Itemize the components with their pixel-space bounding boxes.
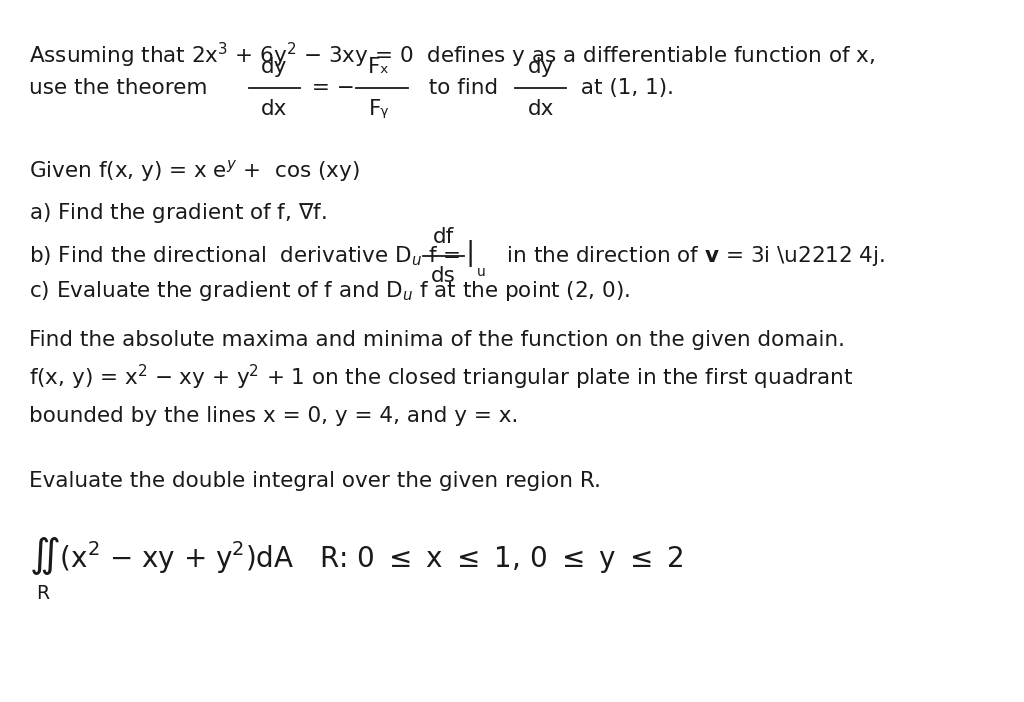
Text: dy: dy bbox=[527, 57, 554, 77]
Text: u: u bbox=[477, 265, 486, 279]
Text: bounded by the lines x = 0, y = 4, and y = x.: bounded by the lines x = 0, y = 4, and y… bbox=[29, 406, 518, 425]
Text: R: R bbox=[36, 583, 49, 603]
Text: $\iint$(x$^2$ $-$ xy + y$^2$)dA   R: 0 $\leq$ x $\leq$ 1, 0 $\leq$ y $\leq$ 2: $\iint$(x$^2$ $-$ xy + y$^2$)dA R: 0 $\l… bbox=[29, 535, 683, 577]
Text: use the theorem: use the theorem bbox=[29, 78, 207, 98]
Text: = −: = − bbox=[305, 78, 355, 98]
Text: f(x, y) = x$^2$ $-$ xy + y$^2$ + 1 on the closed triangular plate in the first q: f(x, y) = x$^2$ $-$ xy + y$^2$ + 1 on th… bbox=[29, 363, 853, 392]
Text: df: df bbox=[433, 227, 454, 246]
Text: Fₓ: Fₓ bbox=[368, 57, 390, 77]
Text: dy: dy bbox=[261, 57, 288, 77]
Text: Find the absolute maxima and minima of the function on the given domain.: Find the absolute maxima and minima of t… bbox=[29, 330, 845, 350]
Text: dx: dx bbox=[527, 99, 554, 119]
Text: Given f(x, y) = x e$^y$ +  cos (xy): Given f(x, y) = x e$^y$ + cos (xy) bbox=[29, 157, 359, 184]
Text: dx: dx bbox=[261, 99, 288, 119]
Text: c) Evaluate the gradient of f and D$_u$ f at the point (2, 0).: c) Evaluate the gradient of f and D$_u$ … bbox=[29, 279, 630, 303]
Text: a) Find the gradient of f, $\nabla$f.: a) Find the gradient of f, $\nabla$f. bbox=[29, 201, 327, 225]
Text: Evaluate the double integral over the given region R.: Evaluate the double integral over the gi… bbox=[29, 471, 601, 491]
Text: at (1, 1).: at (1, 1). bbox=[574, 78, 675, 98]
Text: |: | bbox=[466, 240, 475, 267]
Text: Assuming that 2x$^3$ + 6y$^2$ $-$ 3xy = 0  defines y as a differentiable functio: Assuming that 2x$^3$ + 6y$^2$ $-$ 3xy = … bbox=[29, 41, 874, 70]
Text: to find: to find bbox=[415, 78, 498, 98]
Text: in the direction of $\mathbf{v}$ = 3i \u2212 4j.: in the direction of $\mathbf{v}$ = 3i \u… bbox=[493, 244, 885, 268]
Text: ds: ds bbox=[431, 266, 456, 286]
Text: b) Find the directional  derivative D$_u$ f =: b) Find the directional derivative D$_u$… bbox=[29, 244, 463, 268]
Text: Fᵧ: Fᵧ bbox=[369, 99, 389, 119]
